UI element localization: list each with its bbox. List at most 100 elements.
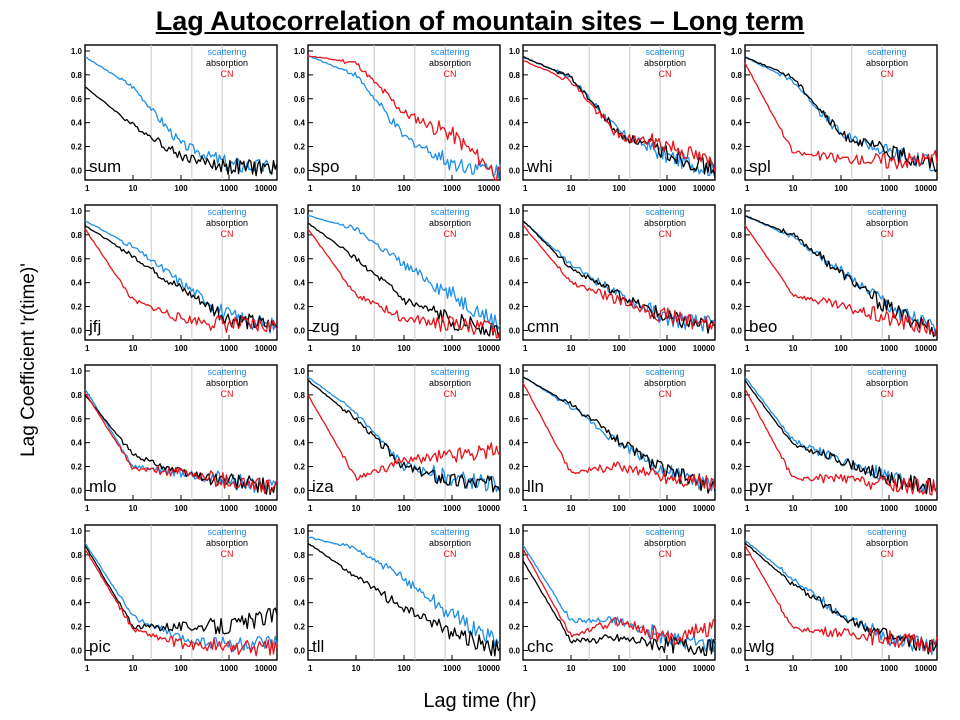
y-tick-label: 0.0: [71, 326, 83, 335]
x-tick-label: 1: [523, 184, 528, 193]
x-tick-label: 100: [174, 504, 188, 513]
legend-scattering: scattering: [207, 47, 246, 57]
legend-scattering: scattering: [207, 207, 246, 217]
y-tick-label: 0.6: [509, 255, 521, 264]
legend-absorption: absorption: [644, 58, 686, 68]
legend-cn: CN: [221, 69, 234, 79]
y-tick-label: 1.0: [71, 367, 83, 376]
y-tick-label: 1.0: [71, 527, 83, 536]
site-label: spo: [312, 157, 339, 176]
y-tick-label: 0.6: [509, 95, 521, 104]
series-line-cn: [307, 394, 501, 481]
x-tick-label: 1000: [443, 344, 461, 353]
x-tick-label: 10: [129, 504, 138, 513]
panel-iza: 1 10 100 1000 10000 0.0 0.2 0.4 0.6 0.8 1.0 scatter…: [294, 364, 501, 513]
x-tick-label: 100: [834, 344, 848, 353]
x-tick-label: 10: [567, 344, 576, 353]
x-tick-label: 100: [397, 504, 411, 513]
y-tick-label: 0.0: [509, 166, 521, 175]
x-tick-label: 10: [789, 344, 798, 353]
y-tick-label: 0.8: [509, 391, 521, 400]
x-tick-label: 10: [789, 184, 798, 193]
x-tick-label: 1: [745, 664, 750, 673]
x-tick-label: 1: [85, 344, 90, 353]
y-tick-label: 0.0: [294, 166, 306, 175]
legend-absorption: absorption: [206, 378, 248, 388]
legend-cn: CN: [659, 69, 672, 79]
legend-scattering: scattering: [867, 47, 906, 57]
y-tick-label: 1.0: [509, 47, 521, 56]
panel-zug: 1 10 100 1000 10000 0.0 0.2 0.4 0.6 0.8 1.0 scatter…: [294, 204, 501, 353]
panel-wlg: 1 10 100 1000 10000 0.0 0.2 0.4 0.6 0.8 1.0 scatter…: [731, 524, 938, 673]
site-label: wlg: [748, 637, 775, 656]
y-tick-label: 1.0: [294, 47, 306, 56]
y-tick-label: 0.6: [71, 415, 83, 424]
series-line-absorption: [522, 376, 716, 494]
x-tick-label: 100: [834, 664, 848, 673]
legend-absorption: absorption: [644, 538, 686, 548]
x-tick-label: 100: [174, 184, 188, 193]
y-tick-label: 0.6: [294, 255, 306, 264]
y-tick-label: 0.4: [731, 119, 743, 128]
x-tick-label: 10000: [693, 184, 716, 193]
x-tick-label: 1: [523, 664, 528, 673]
x-tick-label: 100: [834, 184, 848, 193]
x-tick-label: 10: [789, 504, 798, 513]
x-tick-label: 10000: [478, 184, 501, 193]
series-line-cn: [84, 391, 278, 495]
panel-pyr: 1 10 100 1000 10000 0.0 0.2 0.4 0.6 0.8 1.0 scatter…: [731, 364, 938, 513]
y-tick-label: 1.0: [294, 207, 306, 216]
x-tick-label: 100: [834, 504, 848, 513]
x-axis-label: Lag time (hr): [423, 690, 537, 712]
series-line-absorption: [307, 379, 501, 493]
y-tick-label: 0.2: [71, 623, 83, 632]
x-tick-label: 1000: [220, 344, 238, 353]
legend-scattering: scattering: [867, 367, 906, 377]
legend-absorption: absorption: [206, 218, 248, 228]
site-label: chc: [527, 637, 554, 656]
panel-spo: 1 10 100 1000 10000 0.0 0.2 0.4 0.6 0.8 1.0 scatter…: [294, 44, 501, 193]
x-tick-label: 100: [397, 184, 411, 193]
x-tick-label: 10: [129, 344, 138, 353]
legend-cn: CN: [881, 389, 894, 399]
series-line-scattering: [307, 215, 501, 330]
x-tick-label: 10000: [255, 344, 278, 353]
y-tick-label: 0.2: [294, 623, 306, 632]
y-tick-label: 0.6: [731, 575, 743, 584]
y-tick-label: 0.2: [71, 143, 83, 152]
legend-cn: CN: [221, 389, 234, 399]
legend-cn: CN: [881, 229, 894, 239]
x-tick-label: 100: [397, 664, 411, 673]
y-tick-label: 0.2: [509, 463, 521, 472]
x-tick-label: 10000: [478, 344, 501, 353]
x-tick-label: 10000: [915, 344, 938, 353]
site-label: mlo: [89, 477, 116, 496]
series-line-cn: [744, 388, 938, 496]
x-tick-label: 1000: [880, 344, 898, 353]
y-tick-label: 0.4: [71, 279, 83, 288]
y-tick-label: 1.0: [294, 367, 306, 376]
panel-lln: 1 10 100 1000 10000 0.0 0.2 0.4 0.6 0.8 1.0 scatter…: [509, 364, 716, 513]
x-tick-label: 10: [567, 184, 576, 193]
y-tick-label: 1.0: [71, 207, 83, 216]
legend-absorption: absorption: [644, 218, 686, 228]
y-tick-label: 0.6: [731, 255, 743, 264]
y-tick-label: 0.0: [731, 646, 743, 655]
legend-scattering: scattering: [430, 367, 469, 377]
x-tick-label: 1: [308, 344, 313, 353]
y-tick-label: 0.0: [294, 486, 306, 495]
y-tick-label: 0.6: [71, 255, 83, 264]
legend-cn: CN: [881, 549, 894, 559]
y-tick-label: 0.4: [71, 119, 83, 128]
x-tick-label: 100: [174, 664, 188, 673]
x-tick-label: 10000: [915, 504, 938, 513]
legend-cn: CN: [444, 549, 457, 559]
legend-cn: CN: [444, 389, 457, 399]
y-tick-label: 1.0: [731, 47, 743, 56]
panel-spl: 1 10 100 1000 10000 0.0 0.2 0.4 0.6 0.8 1.0 scatter…: [731, 44, 938, 193]
x-tick-label: 1000: [443, 184, 461, 193]
series-line-scattering: [307, 55, 501, 179]
legend-absorption: absorption: [866, 218, 908, 228]
y-tick-label: 0.8: [294, 71, 306, 80]
x-tick-label: 10: [567, 664, 576, 673]
